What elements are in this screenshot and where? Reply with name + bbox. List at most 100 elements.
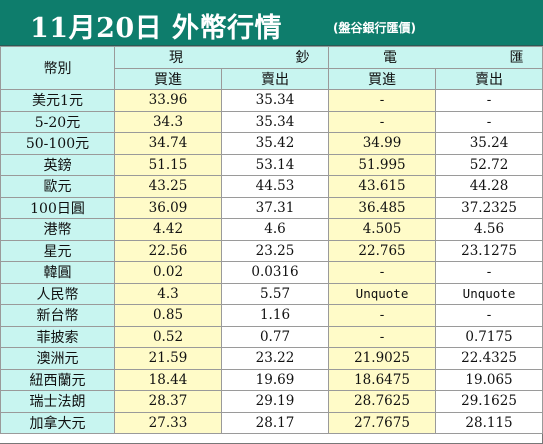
currency-name: 5-20元 xyxy=(0,110,115,133)
currency-name: 人民幣 xyxy=(0,282,115,305)
wire-sell-rate: 44.28 xyxy=(435,175,543,198)
exchange-rate-table: 幣別 現 鈔 電 匯 買進 賣出 買進 賣出 美元1元33.9635.34--5… xyxy=(0,46,543,434)
cash-buy-rate: 0.02 xyxy=(114,261,222,284)
wire-buy-rate: Unquote xyxy=(328,282,437,305)
cash-sell-header: 賣出 xyxy=(220,67,330,90)
table-row: 5-20元 34.3 35.34- - xyxy=(0,110,543,133)
wire-buy-header: 買進 xyxy=(328,67,437,90)
cash-sell-rate: 35.34 xyxy=(220,89,330,112)
table-row: 加拿大元 27.33 28.17 27.7675 28.115 xyxy=(0,411,543,434)
cash-sell-rate: 29.19 xyxy=(220,390,330,413)
wire-buy-rate: - xyxy=(328,304,437,327)
cash-buy-rate: 0.52 xyxy=(114,325,222,348)
wire-sell-rate: - xyxy=(435,261,543,284)
page-title: 11月20日 外幣行情 xyxy=(30,13,283,44)
table-row: 澳洲元 21.59 23.22 21.9025 22.4325 xyxy=(0,347,543,370)
wire-group-header: 電 匯 xyxy=(328,46,543,69)
wire-sell-rate: 37.2325 xyxy=(435,196,543,219)
table-row: 美元1元 33.96 35.34- - xyxy=(0,89,543,112)
wire-buy-rate: 27.7675 xyxy=(328,411,437,434)
wire-sell-rate: 52.72 xyxy=(435,153,543,176)
wire-buy-rate: 4.505 xyxy=(328,218,437,241)
table-row: 50-100元 34.74 35.42 34.99 35.24 xyxy=(0,132,543,155)
wire-sell-rate: 28.115 xyxy=(435,411,543,434)
wire-sell-rate: 0.7175 xyxy=(435,325,543,348)
currency-name: 歐元 xyxy=(0,175,115,198)
table-row: 紐西蘭元 18.44 19.69 18.6475 19.065 xyxy=(0,368,543,391)
currency-name: 澳洲元 xyxy=(0,347,115,370)
wire-buy-rate: 28.7625 xyxy=(328,390,437,413)
currency-name: 加拿大元 xyxy=(0,411,115,434)
cash-sell-rate: 35.42 xyxy=(220,132,330,155)
cash-sell-rate: 44.53 xyxy=(220,175,330,198)
wire-sell-rate: 23.1275 xyxy=(435,239,543,262)
cash-buy-rate: 43.25 xyxy=(114,175,222,198)
wire-sell-rate: 4.56 xyxy=(435,218,543,241)
currency-name: 韓圓 xyxy=(0,261,115,284)
cash-sell-rate: 28.17 xyxy=(220,411,330,434)
currency-name: 新台幣 xyxy=(0,304,115,327)
currency-name: 美元1元 xyxy=(0,89,115,112)
currency-name: 50-100元 xyxy=(0,132,115,155)
currency-name: 100日圓 xyxy=(0,196,115,219)
rate-rows: 美元1元 33.96 35.34- -5-20元 34.3 35.34- -50-100元 3… xyxy=(0,89,543,434)
wire-buy-rate: - xyxy=(328,325,437,348)
wire-buy-rate: 21.9025 xyxy=(328,347,437,370)
cash-sell-rate: 23.22 xyxy=(220,347,330,370)
cash-buy-rate: 34.3 xyxy=(114,110,222,133)
source-label: (盤谷銀行匯價) xyxy=(333,21,416,35)
cash-sell-rate: 4.6 xyxy=(220,218,330,241)
currency-name: 紐西蘭元 xyxy=(0,368,115,391)
currency-column-header: 幣別 xyxy=(0,46,115,90)
cash-buy-rate: 28.37 xyxy=(114,390,222,413)
cash-buy-rate: 27.33 xyxy=(114,411,222,434)
wire-buy-rate: 34.99 xyxy=(328,132,437,155)
cash-buy-rate: 0.85 xyxy=(114,304,222,327)
column-header-row: 買進 賣出 買進 賣出 xyxy=(1,67,543,90)
table-row: 瑞士法朗 28.37 29.19 28.7625 29.1625 xyxy=(0,390,543,413)
cash-buy-header: 買進 xyxy=(114,67,222,90)
cash-buy-rate: 21.59 xyxy=(114,347,222,370)
cash-buy-rate: 34.74 xyxy=(114,132,222,155)
wire-sell-rate: 22.4325 xyxy=(435,347,543,370)
wire-sell-rate: 19.065 xyxy=(435,368,543,391)
wire-buy-rate: 36.485 xyxy=(328,196,437,219)
wire-buy-rate: - xyxy=(328,261,437,284)
group-header-row: 幣別 現 鈔 電 匯 xyxy=(0,46,543,90)
cash-group-header: 現 鈔 xyxy=(113,46,330,69)
table-row: 港幣 4.42 4.6 4.505 4.56 xyxy=(0,218,543,241)
currency-name: 菲披索 xyxy=(0,325,115,348)
wire-buy-rate: - xyxy=(328,110,437,133)
cash-buy-rate: 4.3 xyxy=(114,282,222,305)
cash-buy-rate: 22.56 xyxy=(114,239,222,262)
wire-buy-rate: - xyxy=(328,89,437,112)
cash-sell-rate: 37.31 xyxy=(220,196,330,219)
cash-buy-rate: 51.15 xyxy=(114,153,222,176)
wire-sell-rate: Unquote xyxy=(435,282,543,305)
currency-name: 英鎊 xyxy=(0,153,115,176)
table-row: 英鎊 51.15 53.14 51.995 52.72 xyxy=(0,153,543,176)
table-row: 星元 22.56 23.25 22.765 23.1275 xyxy=(0,239,543,262)
cash-sell-rate: 5.57 xyxy=(220,282,330,305)
cash-sell-rate: 53.14 xyxy=(220,153,330,176)
table-row: 人民幣 4.3 5.57 Unquote Unquote xyxy=(0,282,543,305)
cash-buy-rate: 4.42 xyxy=(114,218,222,241)
wire-sell-rate: 35.24 xyxy=(435,132,543,155)
table-row: 韓圓 0.02 0.0316- - xyxy=(0,261,543,284)
wire-sell-rate: - xyxy=(435,89,543,112)
cash-buy-rate: 36.09 xyxy=(114,196,222,219)
wire-sell-rate: - xyxy=(435,304,543,327)
table-row: 歐元 43.25 44.53 43.615 44.28 xyxy=(0,175,543,198)
currency-name: 瑞士法朗 xyxy=(0,390,115,413)
currency-name: 星元 xyxy=(0,239,115,262)
cash-sell-rate: 23.25 xyxy=(220,239,330,262)
wire-sell-header: 賣出 xyxy=(435,67,543,90)
wire-sell-rate: 29.1625 xyxy=(435,390,543,413)
cash-sell-rate: 35.34 xyxy=(220,110,330,133)
wire-buy-rate: 51.995 xyxy=(328,153,437,176)
cash-buy-rate: 18.44 xyxy=(114,368,222,391)
cash-sell-rate: 0.0316 xyxy=(220,261,330,284)
wire-buy-rate: 43.615 xyxy=(328,175,437,198)
title-bar: 11月20日 外幣行情 (盤谷銀行匯價) xyxy=(0,0,543,46)
